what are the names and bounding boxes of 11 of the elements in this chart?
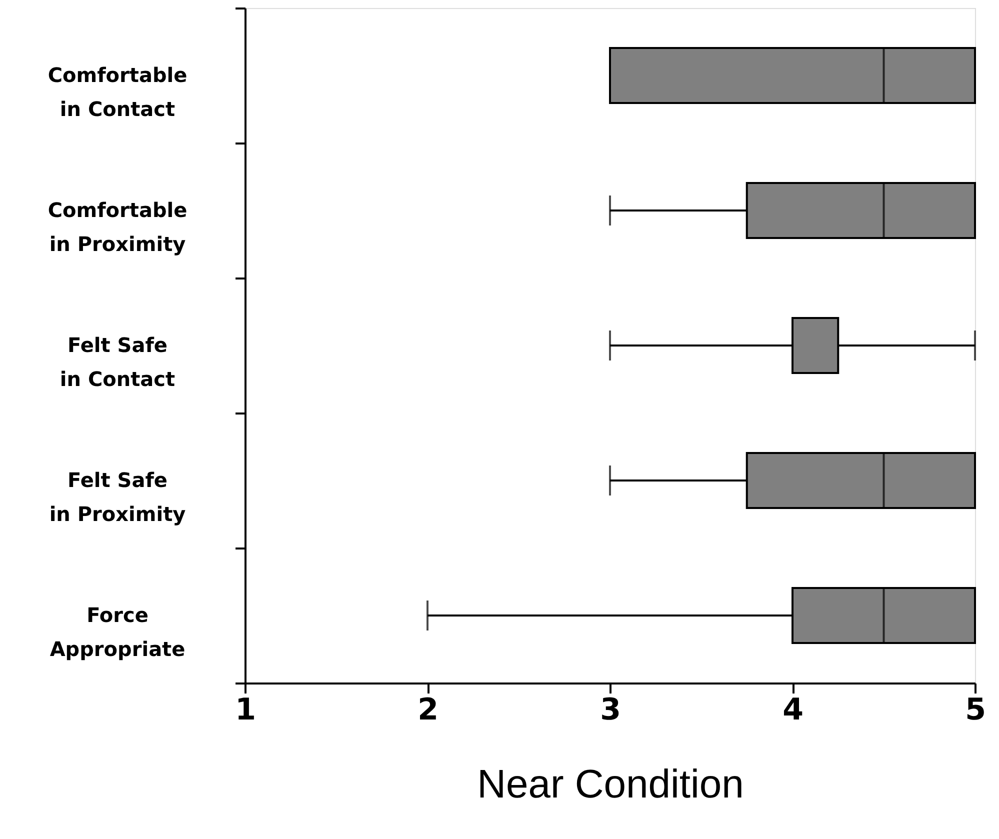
x-tick-label: 1: [235, 692, 256, 728]
x-tick-label: 4: [782, 692, 804, 728]
y-tick-label: Comfortable in Proximity: [48, 198, 188, 256]
x-axis-title: Near Condition: [477, 762, 744, 806]
y-tick-label: Felt Safe in Contact: [60, 333, 176, 391]
x-tick-label: 2: [418, 692, 438, 728]
y-tick-label: Force Appropriate: [50, 603, 186, 661]
y-tick-label: Felt Safe in Proximity: [49, 468, 186, 526]
x-tick-label: 5: [965, 692, 986, 728]
y-tick-label: Comfortable in Contact: [48, 63, 188, 121]
x-tick-label: 3: [600, 692, 621, 728]
